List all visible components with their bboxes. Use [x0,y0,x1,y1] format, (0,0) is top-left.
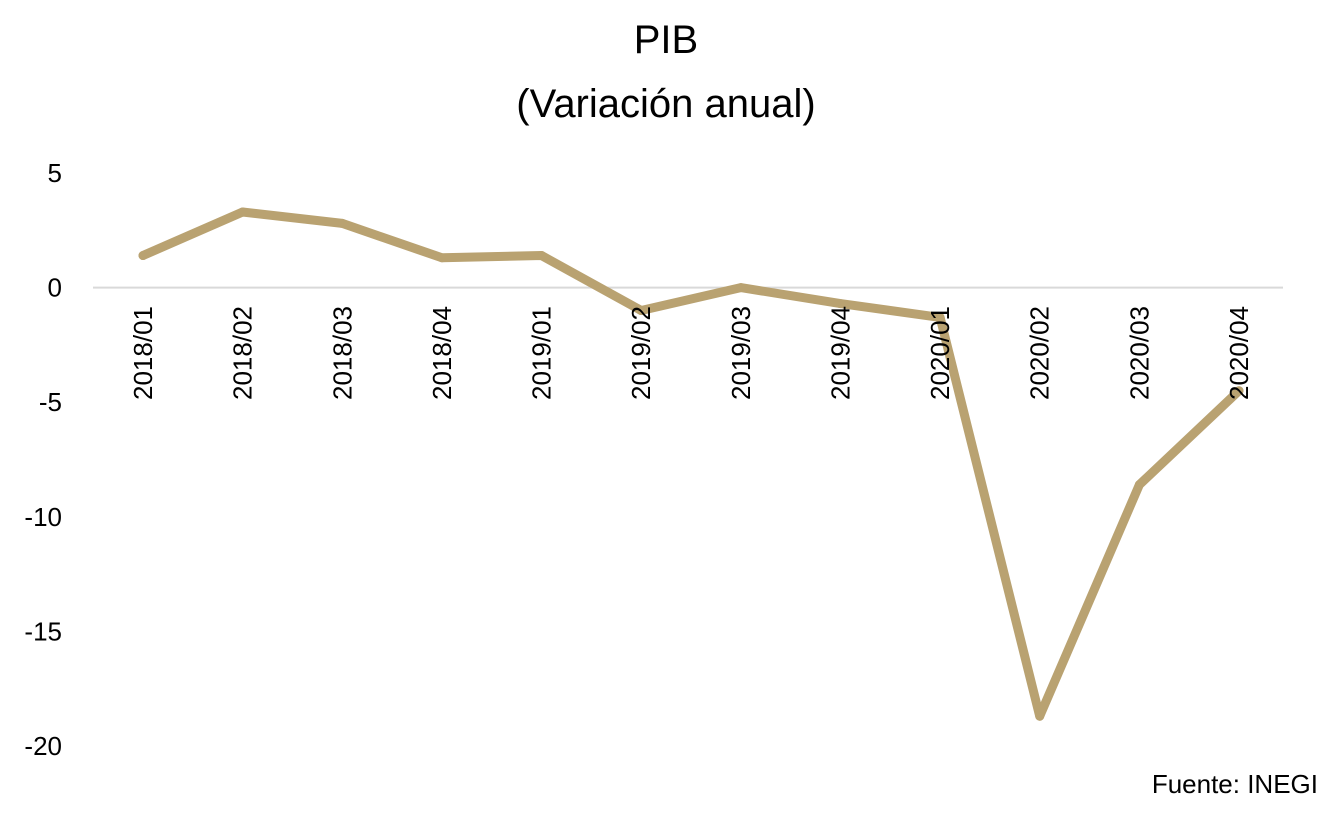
x-tick-label: 2019/04 [825,306,855,400]
x-tick-label: 2020/04 [1224,306,1254,400]
data-point [138,251,148,261]
x-tick-label: 2019/03 [726,306,756,400]
y-tick-label: -15 [24,616,62,646]
y-tick-label: -20 [24,731,62,761]
x-tick-label: 2018/03 [327,306,357,400]
data-point [736,283,746,293]
x-tick-label: 2019/02 [626,306,656,400]
y-tick-label: -10 [24,502,62,532]
x-tick-label: 2018/04 [427,306,457,400]
chart-title: PIB [633,18,699,62]
data-point [1234,386,1244,396]
x-tick-label: 2019/01 [527,306,557,400]
source-note: Fuente: INEGI [1151,769,1318,799]
series-layer [138,207,1244,721]
data-point [636,306,646,316]
y-tick-label: 5 [48,158,62,188]
axis-layer: 5 0 -5 -10 -15 -20 [24,158,1283,761]
x-tick-label: 2020/03 [1124,306,1154,400]
data-point [935,312,945,322]
chart-subtitle: (Variación anual) [516,82,816,126]
series-line [138,207,1244,721]
y-tick-label: 0 [48,273,62,303]
data-point [835,299,845,309]
data-point [1134,480,1144,490]
x-tick-label: 2020/01 [925,306,955,400]
x-tick-label: 2018/01 [128,306,158,400]
category-label-layer: 2018/01 2018/02 2018/03 2018/04 2019/01 2019/… [128,306,1254,400]
data-point [1035,711,1045,721]
y-tick-label: -5 [39,387,62,417]
x-tick-label: 2020/02 [1025,306,1055,400]
x-tick-label: 2018/02 [228,306,258,400]
data-point [437,253,447,263]
data-point [337,218,347,228]
data-point [537,251,547,261]
data-point [238,207,248,217]
